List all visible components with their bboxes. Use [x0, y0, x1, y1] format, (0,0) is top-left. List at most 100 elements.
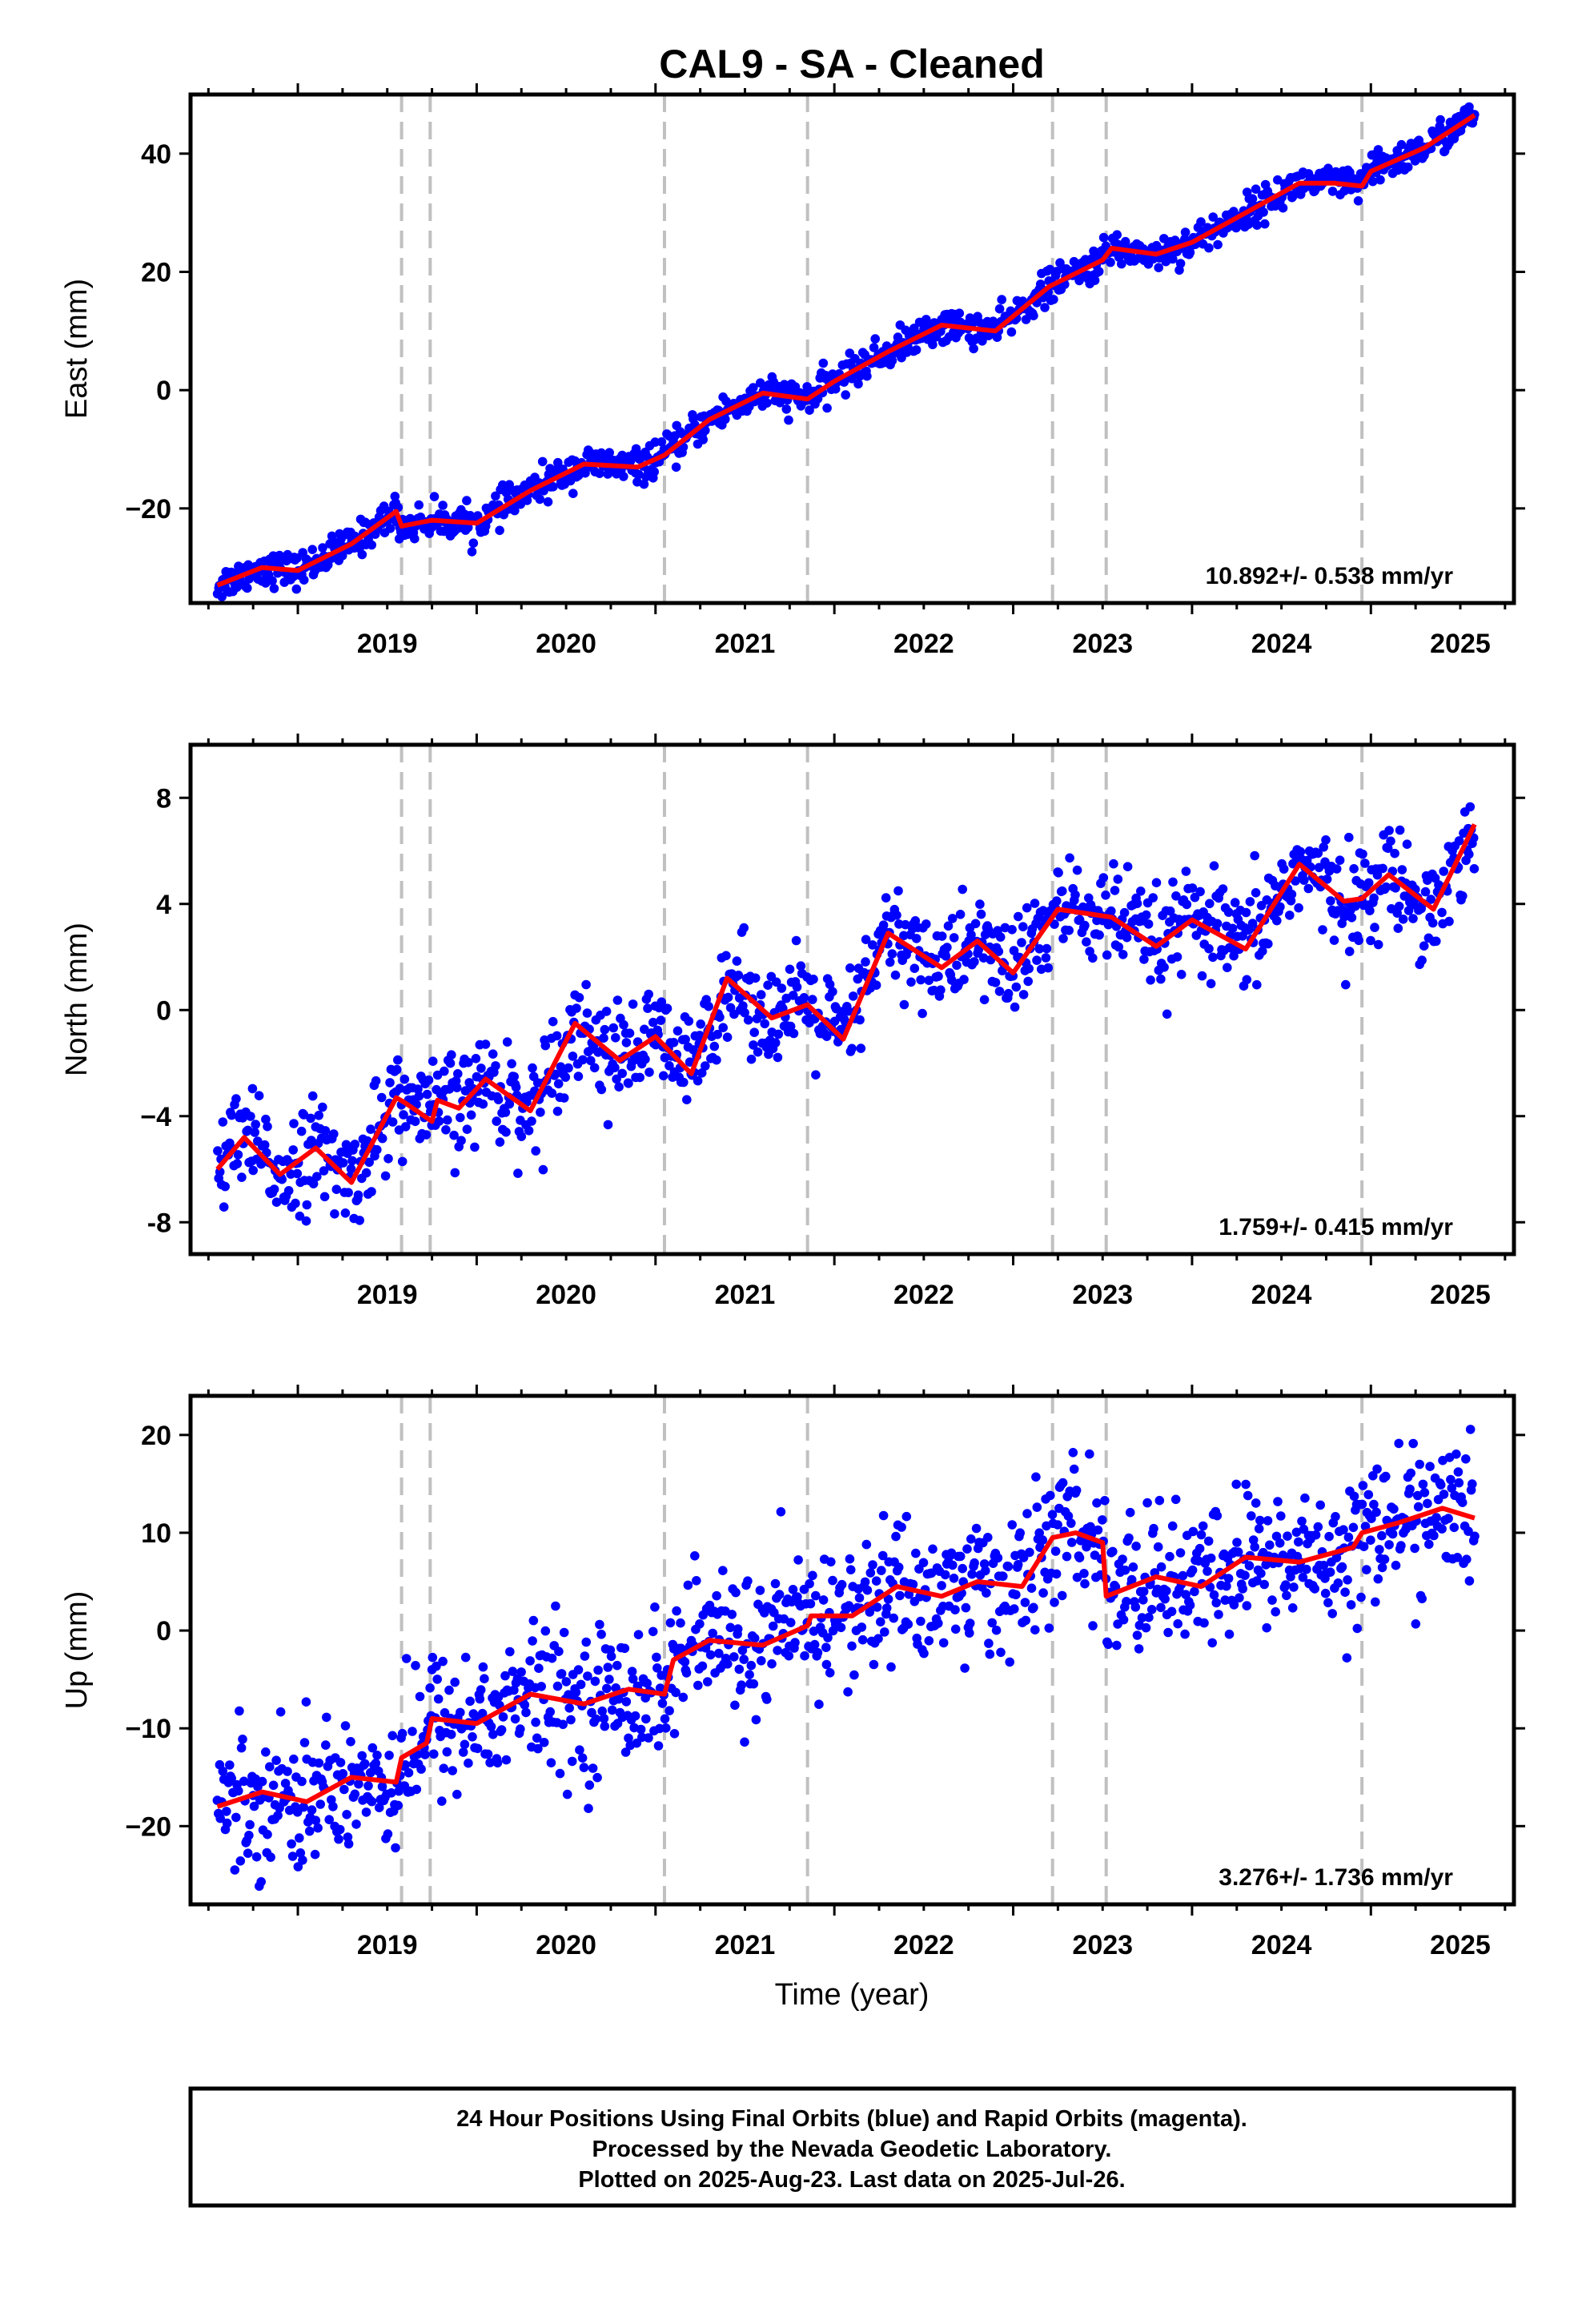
data-point: [347, 1156, 357, 1166]
data-point: [1329, 935, 1339, 945]
data-point: [1220, 1595, 1231, 1605]
data-point: [1431, 1513, 1441, 1522]
data-point: [573, 1665, 584, 1675]
data-point: [1176, 970, 1186, 979]
data-point: [990, 978, 1001, 987]
data-point: [1394, 1438, 1403, 1449]
data-point: [1206, 979, 1216, 989]
data-point: [397, 1728, 408, 1739]
data-point: [401, 1654, 412, 1663]
data-point: [460, 1652, 471, 1663]
data-point: [492, 1116, 501, 1126]
x-tick-label: 2020: [536, 1930, 596, 1960]
data-point: [1180, 1629, 1190, 1639]
data-point: [899, 999, 909, 1010]
data-point: [823, 1633, 833, 1642]
data-point: [672, 1606, 681, 1616]
data-point: [254, 1091, 264, 1100]
data-point: [283, 1186, 294, 1196]
data-point: [307, 1091, 318, 1101]
data-point: [1458, 891, 1468, 901]
data-point: [1320, 1588, 1331, 1598]
data-point: [1391, 883, 1400, 893]
data-point: [619, 1019, 628, 1030]
data-point: [1222, 1581, 1231, 1591]
data-point: [330, 1209, 339, 1219]
data-point: [602, 1683, 612, 1694]
data-point: [400, 1760, 411, 1770]
data-point: [218, 1767, 228, 1776]
data-point: [1160, 1594, 1170, 1604]
data-point: [1327, 187, 1338, 196]
data-point: [960, 1663, 970, 1673]
data-point: [1213, 239, 1223, 250]
data-point: [975, 899, 985, 909]
data-point: [556, 1062, 566, 1072]
data-point: [1141, 1622, 1151, 1633]
data-point: [861, 1539, 872, 1550]
data-point: [269, 1184, 279, 1194]
data-point: [773, 1646, 782, 1655]
data-point: [881, 1603, 892, 1613]
data-point: [755, 378, 765, 388]
data-point: [1271, 1606, 1280, 1617]
data-point: [505, 1647, 515, 1657]
data-point: [593, 1665, 603, 1675]
data-point: [1347, 913, 1357, 923]
y-tick-label: 8: [156, 783, 171, 814]
data-point: [1319, 1560, 1329, 1570]
data-point: [1154, 263, 1163, 273]
rate-annotation: 10.892+/- 0.538 mm/yr: [1206, 563, 1454, 589]
data-point: [1152, 1584, 1162, 1594]
data-point: [878, 920, 889, 930]
data-point: [743, 1015, 753, 1025]
data-point: [1205, 899, 1215, 909]
data-point: [387, 1788, 396, 1798]
data-point: [1349, 864, 1359, 874]
data-point: [650, 1602, 660, 1612]
data-point: [918, 1558, 929, 1568]
data-point: [1357, 1499, 1367, 1510]
data-point: [582, 1008, 592, 1018]
data-point: [809, 975, 818, 984]
data-point: [1086, 1522, 1095, 1532]
data-point: [1343, 1575, 1352, 1585]
data-point: [1420, 887, 1431, 897]
data-point: [232, 1159, 243, 1168]
data-point: [1038, 1588, 1048, 1598]
data-point: [1182, 899, 1192, 910]
data-point: [471, 1054, 481, 1063]
data-point: [287, 1839, 296, 1849]
data-point: [1011, 1590, 1021, 1600]
data-point: [607, 1705, 617, 1715]
data-point: [861, 935, 871, 944]
data-point: [936, 985, 946, 995]
data-point: [1223, 963, 1232, 972]
data-point: [862, 1585, 873, 1595]
data-point: [600, 1024, 610, 1035]
data-point: [1208, 952, 1218, 963]
data-point: [1278, 203, 1288, 213]
data-point: [364, 1157, 375, 1168]
data-point: [1125, 1507, 1135, 1518]
data-point: [970, 957, 979, 967]
data-point: [825, 1668, 835, 1678]
data-point: [231, 1094, 241, 1104]
data-point: [1464, 1576, 1475, 1586]
data-point: [1187, 883, 1198, 893]
data-point: [1130, 1602, 1141, 1612]
data-point: [1181, 1590, 1191, 1599]
data-point: [559, 1093, 569, 1103]
data-point: [1426, 895, 1435, 904]
data-point: [324, 1815, 335, 1824]
data-point: [1258, 946, 1267, 956]
data-point: [1298, 1572, 1308, 1582]
data-point: [721, 951, 731, 961]
data-point: [1464, 1526, 1473, 1536]
data-point: [984, 1638, 994, 1648]
data-point: [695, 1031, 705, 1040]
data-point: [1029, 311, 1038, 321]
data-point: [685, 1057, 695, 1067]
data-point: [329, 1129, 339, 1139]
